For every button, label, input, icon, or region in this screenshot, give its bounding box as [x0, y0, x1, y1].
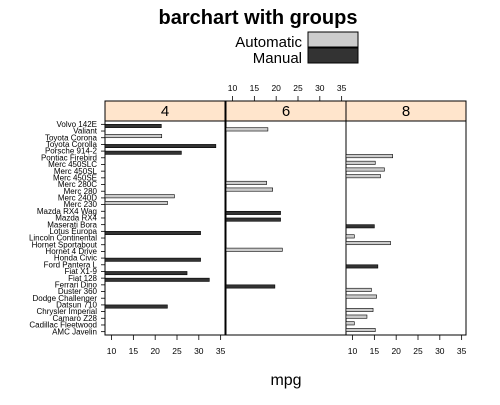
y-tick-label: Cadillac Fleetwood: [29, 321, 97, 330]
y-tick-label: Hornet 4 Drive: [45, 247, 97, 256]
y-tick-label: Chrysler Imperial: [37, 307, 98, 316]
y-tick-label: Datsun 710: [56, 301, 97, 310]
bar-automatic: [345, 167, 385, 172]
y-tick-label: Merc 450SLC: [48, 160, 97, 169]
bar-automatic: [345, 314, 368, 319]
y-tick-label: Porsche 914-2: [45, 147, 98, 156]
y-tick-label: Hornet Sportabout: [32, 240, 98, 249]
x-tick-label-bottom: 20: [391, 346, 401, 356]
x-tick-label-top: 15: [250, 83, 260, 93]
bar-manual: [345, 264, 379, 269]
bar-automatic: [345, 154, 393, 159]
bar-automatic: [225, 187, 273, 192]
y-tick-label: Merc 450SE: [53, 173, 97, 182]
bar-manual: [104, 124, 162, 128]
panel-frame-4: [104, 120, 226, 336]
bar-manual: [104, 271, 188, 276]
bar-manual: [345, 224, 375, 229]
y-tick-label: Lincoln Continental: [29, 234, 97, 243]
y-tick-label: Dodge Challenger: [33, 294, 98, 303]
bar-automatic: [104, 134, 163, 139]
x-tick-label-bottom: 30: [194, 346, 204, 356]
panel-frame-6: [225, 120, 347, 336]
x-tick-label-bottom: 30: [435, 346, 445, 356]
y-tick-label: Merc 280: [64, 187, 98, 196]
bar-manual: [104, 150, 182, 155]
bar-manual: [104, 144, 217, 149]
panel-strip-label-6: 6: [282, 103, 290, 120]
y-tick-label: Camaro Z28: [53, 314, 98, 323]
chart-title: barchart with groups: [159, 7, 358, 29]
bar-automatic: [104, 194, 175, 199]
x-tick-label-top: 35: [337, 83, 347, 93]
y-tick-label: Lotus Europa: [49, 227, 97, 236]
x-tick-label-bottom: 35: [457, 346, 467, 356]
bar-automatic: [345, 234, 355, 239]
x-tick-label-bottom: 15: [129, 346, 139, 356]
x-tick-label-bottom: 20: [150, 346, 160, 356]
x-tick-label-bottom: 10: [348, 346, 358, 356]
legend-swatch-manual: [307, 47, 359, 64]
x-tick-label-bottom: 25: [172, 346, 182, 356]
bar-manual: [104, 277, 210, 282]
y-tick-label: Valiant: [73, 127, 98, 136]
panel-strip-label-8: 8: [402, 103, 410, 120]
x-tick-label-top: 25: [293, 83, 303, 93]
bar-automatic: [345, 287, 372, 292]
panel-strip-label-4: 4: [161, 103, 169, 120]
bar-manual: [225, 217, 281, 222]
bar-automatic: [345, 241, 391, 246]
y-tick-label: Mazda RX4 Wag: [37, 207, 97, 216]
x-tick-label-bottom: 25: [413, 346, 423, 356]
y-tick-label: Fiat X1-9: [65, 267, 98, 276]
y-tick-label: Toyota Corona: [45, 133, 98, 142]
x-tick-label-bottom: 10: [107, 346, 117, 356]
bar-manual: [225, 284, 276, 289]
y-tick-label: Fiat 128: [68, 274, 97, 283]
x-axis-label: mpg: [270, 372, 301, 389]
y-tick-label: Honda Civic: [54, 254, 97, 263]
y-tick-label: Pontiac Firebird: [41, 153, 97, 162]
legend-label-manual: Manual: [253, 50, 302, 67]
bar-automatic: [345, 328, 376, 332]
bar-manual: [104, 304, 168, 309]
x-tick-label-bottom: 15: [370, 346, 380, 356]
x-tick-label-top: 10: [228, 83, 238, 93]
bar-manual: [104, 257, 201, 262]
bar-manual: [225, 210, 281, 215]
y-tick-label: Merc 240D: [58, 194, 97, 203]
y-tick-label: Merc 230: [64, 200, 98, 209]
bar-automatic: [225, 180, 267, 185]
y-tick-label: Mazda RX4: [55, 214, 97, 223]
bar-automatic: [345, 307, 374, 312]
x-tick-label-top: 20: [271, 83, 281, 93]
legend-label-automatic: Automatic: [235, 34, 302, 51]
y-tick-label: Merc 280C: [58, 180, 97, 189]
legend-swatch-automatic: [307, 31, 359, 48]
bar-automatic: [225, 247, 283, 252]
y-tick-label: Volvo 142E: [57, 120, 97, 129]
bar-automatic: [345, 294, 377, 299]
legend: Automatic Manual: [235, 31, 359, 67]
y-tick-label: Merc 450SL: [54, 167, 98, 176]
y-tick-label: Duster 360: [58, 287, 98, 296]
bar-manual: [104, 231, 201, 235]
y-tick-label: Toyota Corolla: [46, 140, 98, 149]
y-tick-label: Ford Pantera L: [44, 260, 98, 269]
y-tick-label: Ferrari Dino: [55, 280, 98, 289]
bar-automatic: [104, 200, 168, 205]
bar-automatic: [225, 127, 269, 132]
x-tick-label-bottom: 35: [216, 346, 226, 356]
y-tick-label: Maserati Bora: [47, 220, 97, 229]
bar-automatic: [345, 174, 381, 179]
y-tick-label: AMC Javelin: [52, 327, 97, 336]
x-tick-label-top: 30: [315, 83, 325, 93]
bar-automatic: [345, 321, 355, 326]
bar-automatic: [345, 160, 376, 165]
